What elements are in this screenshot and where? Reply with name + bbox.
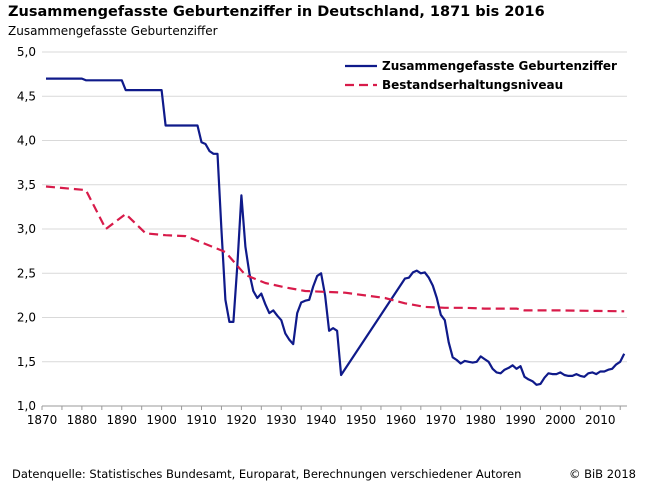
y-tick-label: 2,5 (17, 266, 36, 280)
x-tick-label: 1920 (226, 413, 257, 427)
data-source: Datenquelle: Statistisches Bundesamt, Eu… (12, 467, 522, 481)
y-tick-label: 5,0 (17, 45, 36, 59)
x-tick-label: 1870 (27, 413, 58, 427)
copyright: © BiB 2018 (568, 467, 636, 481)
x-tick-label: 1980 (465, 413, 496, 427)
x-tick-label: 1880 (67, 413, 98, 427)
x-tick-label: 2000 (545, 413, 576, 427)
y-tick-label: 1,5 (17, 355, 36, 369)
x-tick-label: 1930 (266, 413, 297, 427)
y-axis-label: Zusammengefasste Geburtenziffer (8, 24, 218, 38)
y-tick-label: 1,0 (17, 399, 36, 413)
x-tick-label: 1960 (386, 413, 417, 427)
y-tick-label: 2,0 (17, 311, 36, 325)
series-line-replacement-level (45, 185, 625, 313)
x-tick-label: 1970 (425, 413, 456, 427)
legend-label: Zusammengefasste Geburtenziffer (382, 59, 617, 73)
x-tick-label: 1910 (186, 413, 217, 427)
x-tick-label: 2010 (585, 413, 616, 427)
y-tick-label: 3,0 (17, 222, 36, 236)
x-tick-label: 1900 (146, 413, 177, 427)
legend-label: Bestandserhaltungsniveau (382, 78, 563, 92)
series-line-fertility-rate (46, 77, 626, 386)
x-tick-label: 1990 (505, 413, 536, 427)
x-tick-label: 1950 (346, 413, 377, 427)
y-tick-label: 4,0 (17, 134, 36, 148)
x-tick-label: 1940 (306, 413, 337, 427)
y-tick-label: 3,5 (17, 178, 36, 192)
chart-title: Zusammengefasste Geburtenziffer in Deuts… (8, 4, 545, 20)
x-tick-label: 1890 (106, 413, 137, 427)
y-tick-label: 4,5 (17, 89, 36, 103)
